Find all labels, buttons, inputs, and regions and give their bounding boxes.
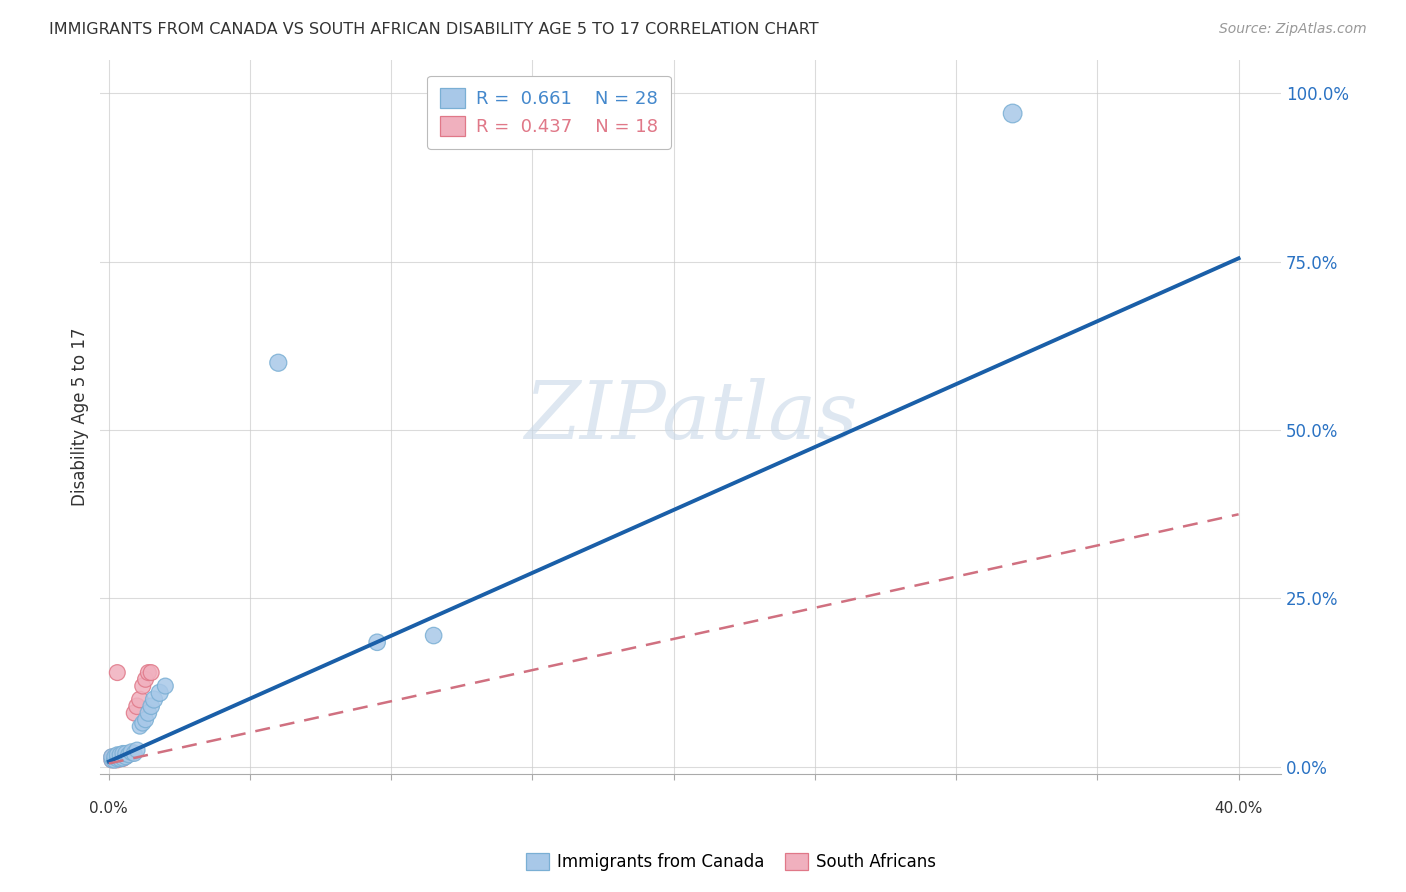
Point xyxy=(105,753,128,767)
Text: ZIPatlas: ZIPatlas xyxy=(524,378,858,456)
Point xyxy=(138,665,160,680)
Point xyxy=(117,747,139,762)
Point xyxy=(149,686,172,700)
Text: IMMIGRANTS FROM CANADA VS SOUTH AFRICAN DISABILITY AGE 5 TO 17 CORRELATION CHART: IMMIGRANTS FROM CANADA VS SOUTH AFRICAN … xyxy=(49,22,818,37)
Point xyxy=(103,753,125,767)
Point xyxy=(105,747,128,762)
Legend: Immigrants from Canada, South Africans: Immigrants from Canada, South Africans xyxy=(517,845,945,880)
Point xyxy=(128,692,150,706)
Point xyxy=(103,749,125,764)
Point xyxy=(1001,106,1024,120)
Point xyxy=(141,699,163,714)
Point xyxy=(103,749,125,764)
Point xyxy=(100,749,122,764)
Point xyxy=(105,665,128,680)
Point xyxy=(108,752,131,766)
Point xyxy=(111,752,134,766)
Text: 0.0%: 0.0% xyxy=(90,801,128,815)
Y-axis label: Disability Age 5 to 17: Disability Age 5 to 17 xyxy=(72,327,89,506)
Point xyxy=(125,743,148,757)
Point xyxy=(128,719,150,733)
Point xyxy=(132,716,155,731)
Point xyxy=(117,747,139,762)
Point xyxy=(103,753,125,767)
Point xyxy=(100,753,122,767)
Point xyxy=(366,635,388,649)
Point xyxy=(111,751,134,765)
Point xyxy=(143,692,166,706)
Point xyxy=(155,679,177,693)
Point xyxy=(108,752,131,766)
Point xyxy=(132,679,155,693)
Legend: R =  0.661    N = 28, R =  0.437    N = 18: R = 0.661 N = 28, R = 0.437 N = 18 xyxy=(427,76,671,149)
Point xyxy=(114,747,136,761)
Point xyxy=(114,749,136,764)
Point xyxy=(138,706,160,720)
Point xyxy=(135,713,157,727)
Text: Source: ZipAtlas.com: Source: ZipAtlas.com xyxy=(1219,22,1367,37)
Point xyxy=(122,706,145,720)
Point xyxy=(114,749,136,764)
Point xyxy=(111,747,134,761)
Point xyxy=(135,673,157,687)
Point xyxy=(100,753,122,767)
Point xyxy=(125,699,148,714)
Point xyxy=(100,749,122,764)
Text: 40.0%: 40.0% xyxy=(1215,801,1263,815)
Point xyxy=(267,356,290,370)
Point xyxy=(120,745,142,759)
Point xyxy=(141,665,163,680)
Point xyxy=(422,628,444,642)
Point xyxy=(120,747,142,761)
Point xyxy=(108,747,131,762)
Point xyxy=(105,752,128,766)
Point xyxy=(122,747,145,761)
